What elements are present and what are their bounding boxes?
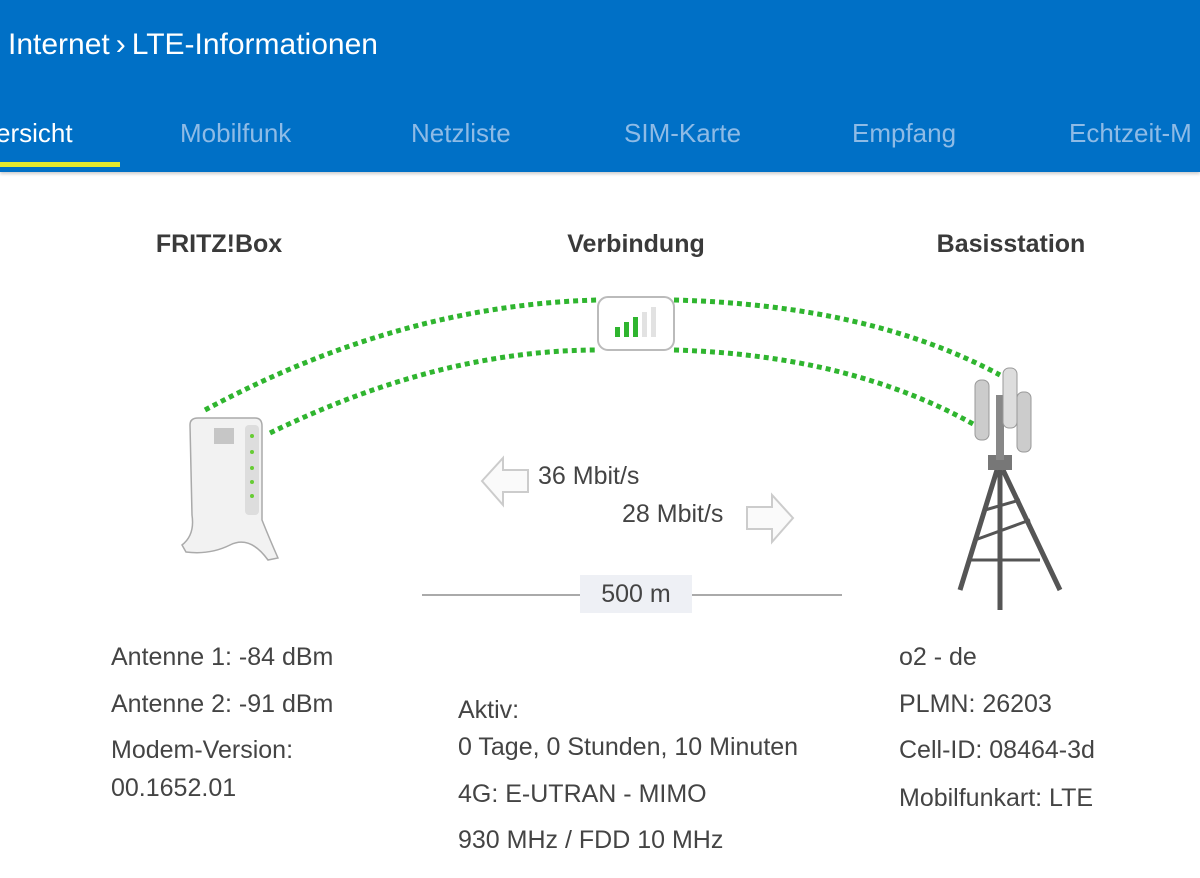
connection-heading: Verbindung xyxy=(567,230,705,258)
signal-arc xyxy=(268,347,599,436)
station-heading: Basisstation xyxy=(936,230,1086,258)
tab-uebersicht[interactable]: ersicht xyxy=(0,118,73,148)
chevron-right-icon: › xyxy=(115,28,126,61)
active-duration: 0 Tage, 0 Stunden, 10 Minuten xyxy=(458,733,799,761)
modem-version-label: Modem-Version: xyxy=(111,736,294,764)
modem-version-value: 00.1652.01 xyxy=(111,774,237,802)
tab-mobilfunk[interactable]: Mobilfunk xyxy=(180,118,292,148)
signal-bar xyxy=(651,307,656,337)
provider: o2 - de xyxy=(899,643,977,671)
plmn: PLMN: 26203 xyxy=(899,690,1052,718)
frequency-band: 930 MHz / FDD 10 MHz xyxy=(458,826,724,854)
signal-strength-icon xyxy=(615,307,656,337)
signal-arc xyxy=(673,297,1002,378)
signal-bar xyxy=(615,327,620,337)
upstream-rate: 28 Mbit/s xyxy=(622,500,724,528)
fritzbox-device-icon xyxy=(181,417,280,561)
signal-arcs xyxy=(203,297,1002,436)
distance-label: 500 m xyxy=(580,575,692,613)
header: Internet › LTE-Informationen ersicht Mobil… xyxy=(0,0,1200,172)
downstream-rate: 36 Mbit/s xyxy=(538,462,640,490)
active-label: Aktiv: xyxy=(458,696,520,724)
active-tab-indicator xyxy=(0,162,120,167)
antenna1-value: Antenne 1: -84 dBm xyxy=(111,643,334,671)
network-type: Mobilfunkart: LTE xyxy=(899,784,1094,812)
breadcrumb: Internet › LTE-Informationen xyxy=(8,28,384,62)
tab-sim-karte[interactable]: SIM-Karte xyxy=(624,118,742,148)
tab-netzliste[interactable]: Netzliste xyxy=(411,118,511,148)
signal-bar xyxy=(624,322,629,337)
breadcrumb-current: LTE-Informationen xyxy=(131,28,378,61)
signal-bar xyxy=(633,317,638,337)
fritzbox-heading: FRITZ!Box xyxy=(155,230,283,258)
network-mode: 4G: E-UTRAN - MIMO xyxy=(458,780,707,808)
signal-arc xyxy=(203,297,599,413)
arrow-right-upstream-icon xyxy=(746,492,795,545)
tab-empfang[interactable]: Empfang xyxy=(852,118,957,148)
cell-id: Cell-ID: 08464-3d xyxy=(899,736,1095,764)
signal-bar xyxy=(642,312,647,337)
tab-echtzeit[interactable]: Echtzeit-M xyxy=(1069,118,1192,148)
arrow-left-downstream-icon xyxy=(480,455,529,508)
signal-arc xyxy=(673,347,977,428)
antenna2-value: Antenne 2: -91 dBm xyxy=(111,690,334,718)
base-station-tower-icon xyxy=(957,367,1063,610)
breadcrumb-internet[interactable]: Internet xyxy=(8,28,110,61)
